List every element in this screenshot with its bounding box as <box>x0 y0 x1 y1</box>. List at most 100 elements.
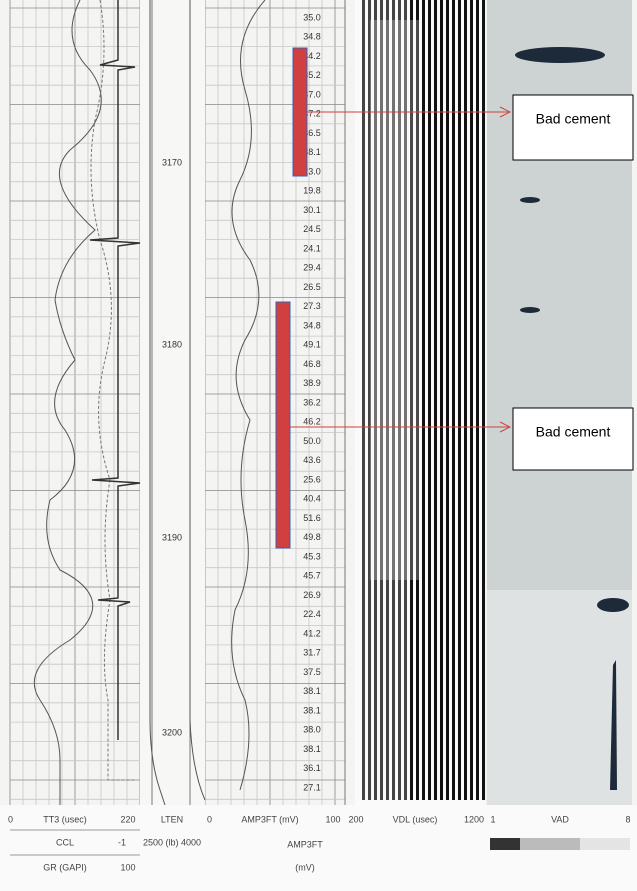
amplitude-value: 34.8 <box>303 32 321 42</box>
scale-unit: (mV) <box>295 862 315 872</box>
amplitude-column: 35.0 34.8 34.2 35.2 37.0 37.2 36.5 38.1 23.0 19.8… <box>303 12 321 792</box>
vdl-stripe <box>380 0 383 800</box>
scale-min: 0 <box>8 814 13 824</box>
scale-min: -1 <box>118 837 126 847</box>
scale-max: 220 <box>120 814 135 824</box>
scale-label: AMP3FT <box>287 839 323 849</box>
bad-cement-zone <box>292 47 308 177</box>
scale-max: 8 <box>625 814 630 824</box>
amplitude-value: 51.6 <box>303 513 321 523</box>
vdl-stripe <box>476 0 479 800</box>
amplitude-value: 30.1 <box>303 205 321 215</box>
depth-label: 3170 <box>162 157 182 167</box>
callout-box <box>512 94 634 161</box>
amplitude-value: 50.0 <box>303 436 321 446</box>
vad-lower <box>487 590 632 805</box>
vdl-stripe <box>422 0 425 800</box>
scale-min: 1 <box>490 814 495 824</box>
callout-box <box>512 407 634 471</box>
amplitude-value: 45.7 <box>303 571 321 581</box>
amplitude-value: 45.3 <box>303 551 321 561</box>
vdl-stripe <box>374 0 377 800</box>
amplitude-value: 38.0 <box>303 725 321 735</box>
scale-min: 0 <box>207 814 212 824</box>
vdl-stripe <box>434 0 437 800</box>
amplitude-value: 19.8 <box>303 186 321 196</box>
vdl-stripe <box>386 0 389 800</box>
amplitude-value: 41.2 <box>303 628 321 638</box>
depth-label: 3180 <box>162 339 182 349</box>
amplitude-value: 36.5 <box>303 128 321 138</box>
vad-scale <box>580 838 630 850</box>
amplitude-value: 24.1 <box>303 243 321 253</box>
amplitude-value: 23.0 <box>303 166 321 176</box>
vdl-stripe <box>464 0 467 800</box>
callout-label: Bad cement <box>536 111 611 127</box>
scale-label: GR (GAPI) <box>43 862 87 872</box>
scale-label: LTEN <box>161 814 183 824</box>
vdl-noise <box>370 20 420 580</box>
amplitude-value: 27.3 <box>303 301 321 311</box>
amplitude-value: 27.1 <box>303 782 321 792</box>
lten-curve <box>189 0 206 801</box>
vad-blob <box>515 47 605 63</box>
arrow-head <box>499 421 512 433</box>
amplitude-value: 24.5 <box>303 224 321 234</box>
callout-label: Bad cement <box>536 424 611 440</box>
amplitude-value: 35.2 <box>303 70 321 80</box>
vad-spike <box>610 660 617 790</box>
scale-range: 2500 (lb) 4000 <box>143 837 201 847</box>
vdl-image <box>362 0 485 800</box>
amplitude-value: 37.2 <box>303 109 321 119</box>
depth-label: 3190 <box>162 532 182 542</box>
amplitude-value: 34.8 <box>303 320 321 330</box>
amplitude-value: 46.8 <box>303 359 321 369</box>
amplitude-value: 22.4 <box>303 609 321 619</box>
vad-scale <box>490 838 520 850</box>
vad-scale <box>520 838 580 850</box>
vdl-stripe <box>482 0 485 800</box>
vdl-stripe <box>416 0 419 800</box>
amplitude-value: 25.6 <box>303 474 321 484</box>
vad-blob <box>520 307 540 313</box>
amplitude-value: 31.7 <box>303 648 321 658</box>
amplitude-value: 26.5 <box>303 282 321 292</box>
amplitude-value: 38.1 <box>303 744 321 754</box>
amplitude-value: 37.0 <box>303 89 321 99</box>
scale-label: AMP3FT (mV) <box>241 814 298 824</box>
vdl-stripe <box>368 0 371 800</box>
amplitude-value: 46.2 <box>303 417 321 427</box>
amplitude-value: 43.6 <box>303 455 321 465</box>
vdl-stripe <box>446 0 449 800</box>
scale-label: CCL <box>56 837 74 847</box>
vdl-stripe <box>428 0 431 800</box>
ccl-curve <box>89 0 141 740</box>
scale-min: 200 <box>348 814 363 824</box>
vdl-stripe <box>440 0 443 800</box>
amplitude-value: 34.2 <box>303 51 321 61</box>
bad-cement-zone <box>275 301 291 549</box>
vdl-stripe <box>452 0 455 800</box>
amplitude-value: 26.9 <box>303 590 321 600</box>
scale-max: 100 <box>325 814 340 824</box>
amplitude-value: 38.1 <box>303 705 321 715</box>
amplitude-value: 49.8 <box>303 532 321 542</box>
amplitude-value: 37.5 <box>303 667 321 677</box>
amplitude-value: 38.1 <box>303 147 321 157</box>
depth-labels: 3170 3180 3190 3200 <box>162 157 182 737</box>
scale-max: 100 <box>120 862 135 872</box>
amplitude-value: 36.1 <box>303 763 321 773</box>
scale-label: VDL (usec) <box>393 814 438 824</box>
amplitude-value: 38.1 <box>303 686 321 696</box>
amplitude-value: 40.4 <box>303 494 321 504</box>
vdl-stripe <box>392 0 395 800</box>
vdl-stripe <box>398 0 401 800</box>
amplitude-value: 29.4 <box>303 263 321 273</box>
vad-blob <box>520 197 540 203</box>
scale-label: VAD <box>551 814 569 824</box>
scale-max: 1200 <box>464 814 484 824</box>
tt3-curve <box>33 0 102 805</box>
vdl-stripe <box>404 0 407 800</box>
amplitude-value: 38.9 <box>303 378 321 388</box>
